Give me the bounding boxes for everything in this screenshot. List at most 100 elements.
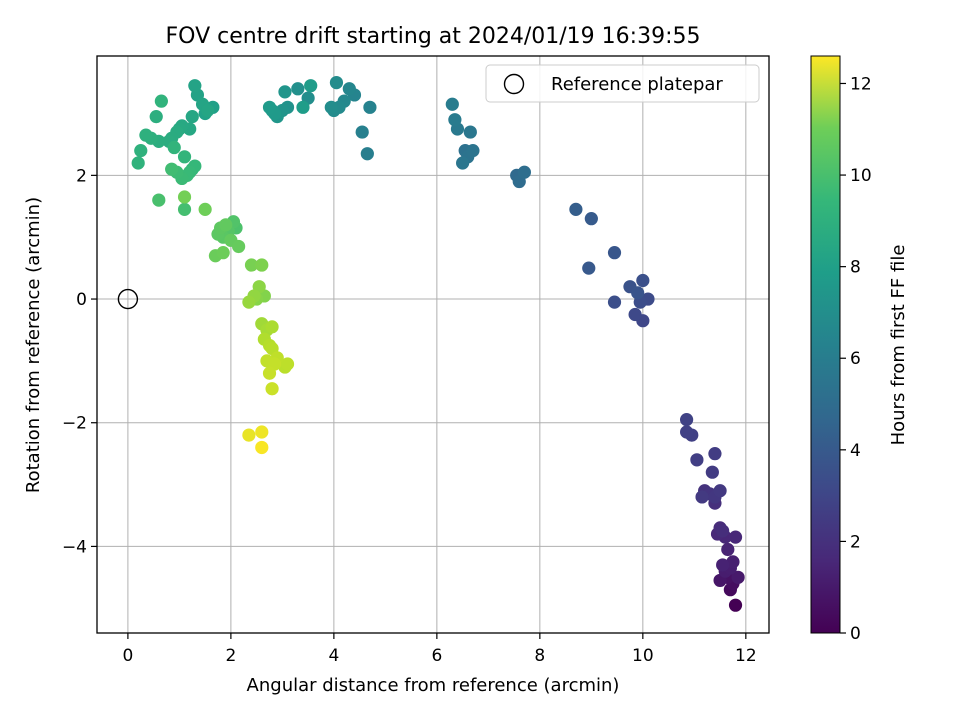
scatter-point	[165, 162, 179, 176]
scatter-point	[463, 125, 477, 139]
colorbar-tick-label: 4	[850, 441, 861, 461]
scatter-point	[177, 202, 192, 216]
scatter-point	[296, 100, 310, 114]
scatter-point	[280, 357, 295, 371]
x-tick-label: 10	[632, 646, 654, 666]
scatter-point	[360, 147, 374, 161]
reference-platepar-point	[117, 288, 139, 310]
scatter-point	[134, 144, 148, 158]
scatter-point	[728, 598, 743, 612]
scatter-point	[680, 425, 694, 439]
colorbar-tick-label: 0	[850, 624, 861, 644]
scatter-point	[445, 97, 459, 111]
scatter-point	[216, 246, 230, 260]
scatter-point	[728, 530, 743, 544]
scatter-point	[584, 212, 598, 226]
scatter-point	[219, 218, 233, 232]
scatter-point	[628, 307, 642, 322]
scatter-point	[690, 453, 704, 467]
colorbar-tick-label: 10	[850, 166, 872, 186]
scatter-point	[242, 295, 256, 309]
scatter-point	[255, 425, 269, 439]
x-tick-label: 0	[122, 646, 133, 666]
x-tick-label: 6	[431, 646, 442, 666]
scatter-point	[517, 165, 532, 179]
colorbar-tick-label: 6	[850, 349, 861, 369]
scatter-point	[731, 570, 745, 584]
scatter-point	[201, 103, 215, 118]
scatter-point	[607, 246, 622, 260]
x-axis-label: Angular distance from reference (arcmin)	[247, 675, 620, 696]
y-tick-label: −2	[62, 414, 87, 434]
scatter-point	[342, 82, 356, 96]
legend-entry: Reference platepar	[551, 74, 723, 95]
scatter-point	[185, 110, 199, 124]
colorbar-tick-label: 2	[850, 532, 861, 552]
scatter-point	[456, 156, 470, 170]
scatter-point	[232, 239, 246, 254]
colorbar: 0 2 4 6 8 10 12 Hours from first FF file	[810, 55, 909, 644]
scatter-point	[131, 156, 145, 170]
scatter-points	[131, 75, 745, 612]
scatter-point	[329, 75, 344, 90]
scatter-point	[448, 113, 462, 127]
colorbar-gradient	[810, 55, 841, 634]
scatter-point	[363, 100, 377, 114]
x-tick-label: 4	[328, 646, 339, 666]
scatter-point	[291, 82, 305, 96]
scatter-point	[242, 428, 256, 442]
reference-marker	[117, 288, 139, 310]
scatter-point	[466, 144, 480, 158]
scatter-point	[152, 193, 166, 207]
colorbar-ticks: 0 2 4 6 8 10 12	[840, 74, 872, 644]
scatter-point	[355, 125, 369, 139]
scatter-point	[582, 261, 596, 275]
scatter-point	[177, 150, 192, 164]
scatter-point	[262, 366, 277, 380]
x-tick-label: 8	[534, 646, 545, 666]
y-tick-label: −4	[62, 537, 87, 557]
x-tick-label: 12	[735, 646, 757, 666]
scatter-point	[726, 555, 740, 569]
scatter-point	[636, 273, 650, 288]
scatter-point	[149, 110, 163, 124]
y-axis-ticks: −4 −2 0 2	[62, 166, 97, 557]
scatter-point	[713, 484, 727, 498]
scatter-point	[262, 100, 277, 114]
scatter-point	[188, 79, 202, 93]
scatter-point	[680, 413, 694, 427]
y-tick-label: 2	[76, 166, 87, 186]
scatter-point	[139, 128, 153, 142]
legend-box	[485, 64, 760, 103]
grid-lines	[97, 56, 769, 633]
scatter-point	[304, 79, 318, 93]
chart-title: FOV centre drift starting at 2024/01/19 …	[166, 24, 701, 49]
scatter-point	[244, 258, 259, 272]
y-axis-label: Rotation from reference (arcmin)	[23, 197, 44, 493]
scatter-point	[569, 202, 583, 216]
y-tick-label: 0	[76, 290, 87, 310]
scatter-point	[607, 295, 622, 309]
legend-marker	[503, 73, 525, 95]
scatter-point	[265, 382, 279, 396]
colorbar-label: Hours from first FF file	[888, 245, 909, 446]
scatter-point	[154, 94, 168, 108]
scatter-point	[167, 140, 181, 155]
scatter-point	[255, 440, 269, 455]
scatter-point	[324, 100, 338, 114]
colorbar-tick-label: 12	[850, 74, 872, 94]
scatter-point	[177, 190, 192, 204]
scatter-point	[255, 258, 269, 272]
scatter-point	[265, 320, 279, 334]
plot-frame	[96, 55, 770, 634]
scatter-point	[716, 524, 730, 538]
scatter-point	[705, 465, 719, 479]
scatter-point	[278, 85, 292, 99]
scatter-point	[721, 542, 735, 557]
scatter-point	[631, 286, 645, 300]
colorbar-tick-label: 8	[850, 258, 861, 278]
x-axis-ticks: 0 2 4 6 8 10 12	[122, 633, 757, 666]
scatter-point	[716, 558, 730, 572]
scatter-point	[708, 447, 722, 461]
